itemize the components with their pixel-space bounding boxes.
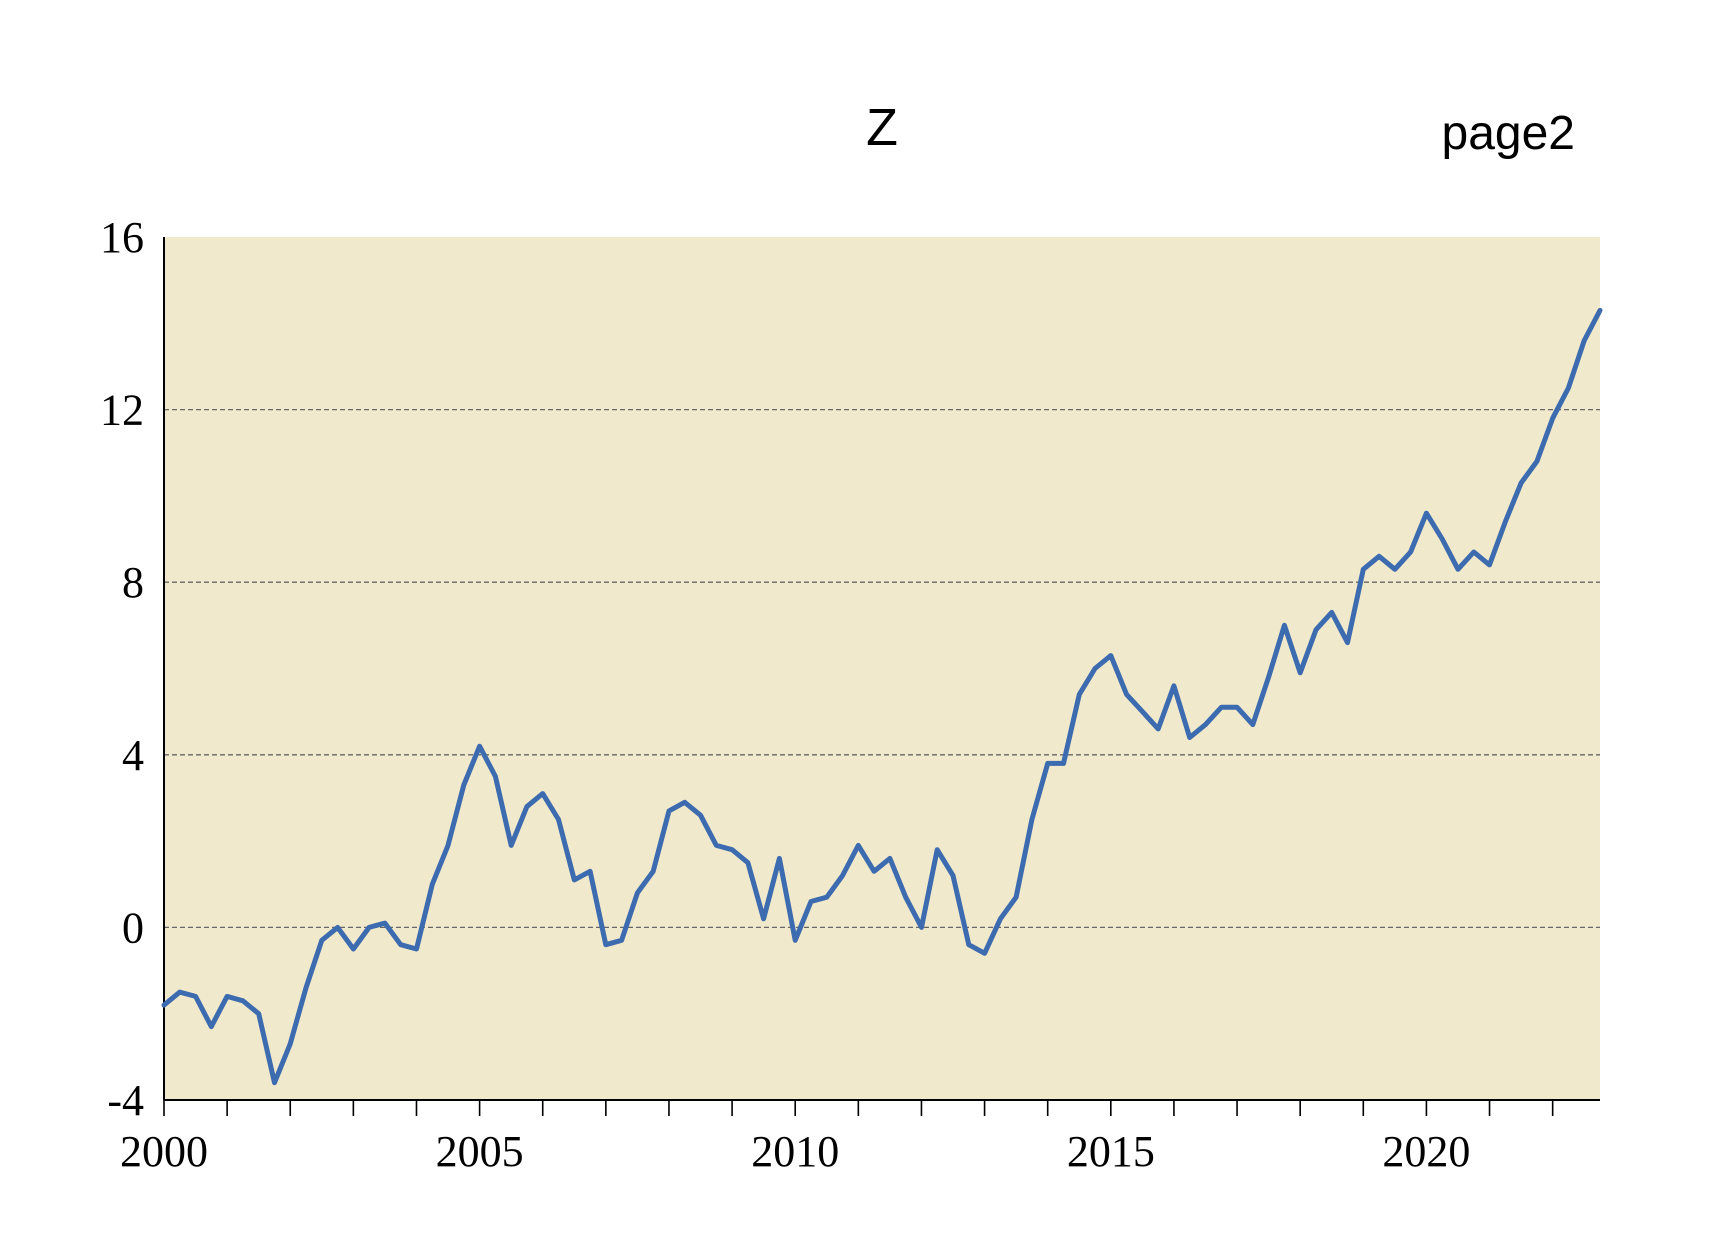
x-tick-label: 2005	[436, 1127, 524, 1176]
y-tick-label: 12	[100, 386, 144, 435]
x-tick-label: 2015	[1067, 1127, 1155, 1176]
y-tick-label: 8	[122, 558, 144, 607]
plot-area	[164, 237, 1600, 1100]
axes	[163, 237, 1600, 1101]
x-tick-label: 2020	[1382, 1127, 1470, 1176]
page-label: page2	[1442, 107, 1575, 160]
x-axis-ticks: 2000 2005 2010 2015 2020	[120, 1100, 1554, 1176]
chart-title: Z	[866, 99, 898, 157]
series-group	[161, 307, 1603, 1086]
x-tick-label: 2000	[120, 1127, 208, 1176]
y-tick-label: 0	[122, 903, 144, 952]
y-tick-label: -4	[107, 1076, 144, 1125]
x-tick-label: 2010	[751, 1127, 839, 1176]
y-tick-label: 16	[100, 213, 144, 262]
series-line	[161, 307, 1603, 1086]
y-tick-label: 4	[122, 731, 144, 780]
y-axis-ticks: -4 0 4 8 12 16	[100, 213, 144, 1125]
